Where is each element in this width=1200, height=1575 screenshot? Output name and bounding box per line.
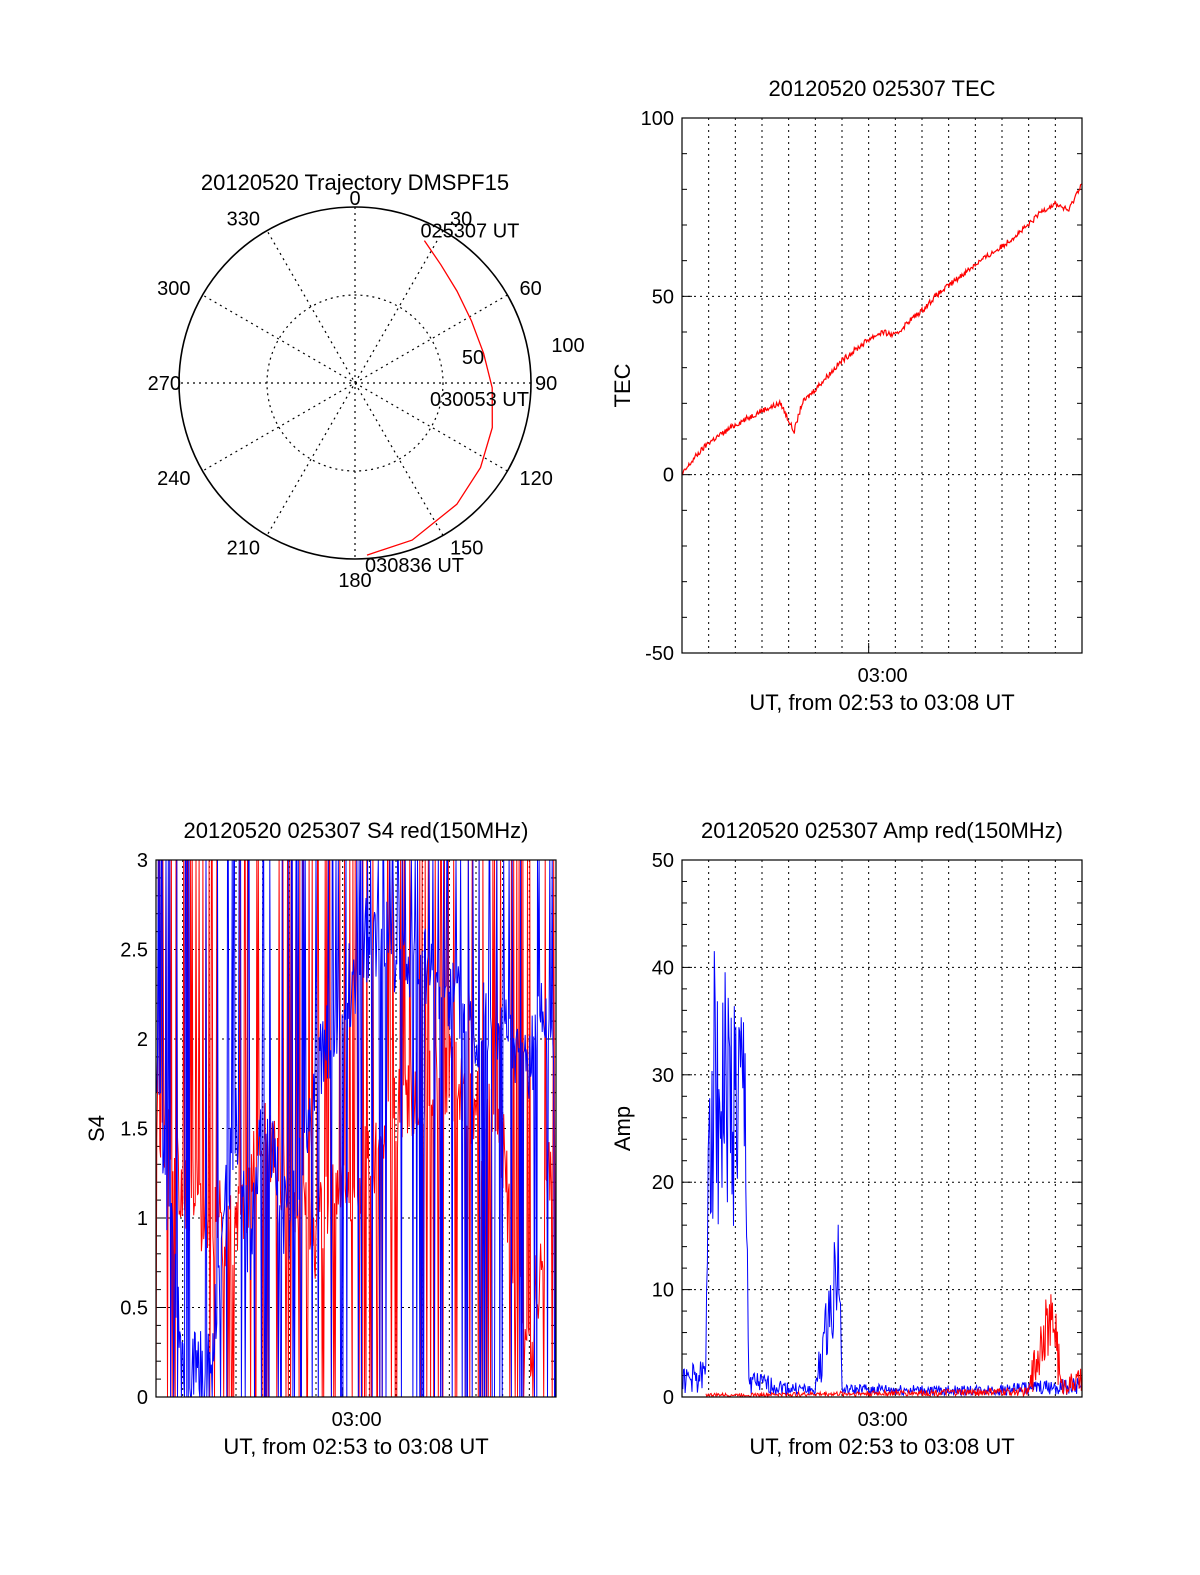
polar-azimuth-label: 90 [535, 373, 557, 395]
polar-azimuth-label: 0 [349, 188, 360, 210]
x-axis-label: UT, from 02:53 to 03:08 UT [749, 690, 1014, 715]
plot-frame [155, 859, 557, 1398]
y-tick-label: 40 [652, 957, 674, 979]
series-line-red [705, 1294, 1083, 1399]
trajectory-mid-label: 030053 UT [430, 389, 529, 411]
x-tick-label: 03:00 [332, 1409, 382, 1431]
y-tick-label: 0.5 [120, 1298, 148, 1320]
y-tick-label: 30 [652, 1065, 674, 1087]
polar-azimuth-label: 300 [157, 278, 190, 300]
y-tick-label: 50 [652, 850, 674, 872]
trajectory-line [366, 240, 493, 556]
y-tick-label: 0 [137, 1387, 148, 1409]
polar-azimuth-label: 240 [157, 468, 190, 490]
trajectory-start-label: 025307 UT [420, 221, 519, 243]
polar-azimuth-label: 180 [338, 570, 371, 592]
x-tick-label: 03:00 [858, 665, 908, 687]
chart-panel-1: 20120520 025307 TEC 100 50 0 -50 03:00 UT, fro… [610, 76, 1083, 715]
polar-radial-label: 50 [462, 347, 484, 369]
series-line-red [681, 183, 1083, 475]
panel-title: 20120520 025307 Amp red(150MHz) [701, 818, 1063, 843]
plot-frame [681, 859, 1083, 1398]
panel-title: 20120520 025307 TEC [768, 76, 995, 101]
chart-panel-2: 20120520 025307 S4 red(150MHz) 3 2.5 2 1.5 1 0… [84, 818, 557, 1459]
polar-azimuth-label: 210 [227, 538, 260, 560]
x-tick-label: 03:00 [858, 1409, 908, 1431]
chart-panel-3: 20120520 025307 Amp red(150MHz) 50 40 30 20 1… [610, 818, 1083, 1459]
series-line-blue [681, 951, 1083, 1397]
trajectory-end-label: 030836 UT [365, 555, 464, 577]
polar-azimuth-label: 270 [148, 373, 181, 395]
polar-radial-label: 100 [551, 335, 584, 357]
y-axis-label: S4 [84, 1115, 109, 1142]
y-tick-label: 50 [652, 286, 674, 308]
polar-azimuth-label: 330 [227, 208, 260, 230]
plot-frame [681, 117, 1083, 654]
y-tick-label: -50 [645, 643, 674, 665]
y-tick-label: 0 [663, 1387, 674, 1409]
y-axis-label: TEC [610, 363, 635, 407]
polar-azimuth-label: 60 [520, 278, 542, 300]
y-tick-label: 10 [652, 1280, 674, 1302]
x-axis-label: UT, from 02:53 to 03:08 UT [223, 1434, 488, 1459]
polar-azimuth-label: 150 [450, 538, 483, 560]
y-axis-label: Amp [610, 1106, 635, 1151]
y-tick-label: 0 [663, 465, 674, 487]
y-tick-label: 1 [137, 1208, 148, 1230]
polar-azimuth-label: 120 [520, 468, 553, 490]
y-tick-label: 3 [137, 850, 148, 872]
polar-azimuth-label: 30 [450, 208, 472, 230]
polar-spoke [266, 230, 444, 536]
y-tick-label: 100 [641, 108, 674, 130]
y-tick-label: 1.5 [120, 1119, 148, 1141]
y-tick-label: 20 [652, 1172, 674, 1194]
y-tick-label: 2 [137, 1029, 148, 1051]
y-tick-label: 2.5 [120, 940, 148, 962]
polar-outer-circle [178, 206, 532, 560]
x-axis-label: UT, from 02:53 to 03:08 UT [749, 1434, 1014, 1459]
panel-title: 20120520 025307 S4 red(150MHz) [184, 818, 529, 843]
polar-title: 20120520 Trajectory DMSPF15 [201, 170, 509, 195]
